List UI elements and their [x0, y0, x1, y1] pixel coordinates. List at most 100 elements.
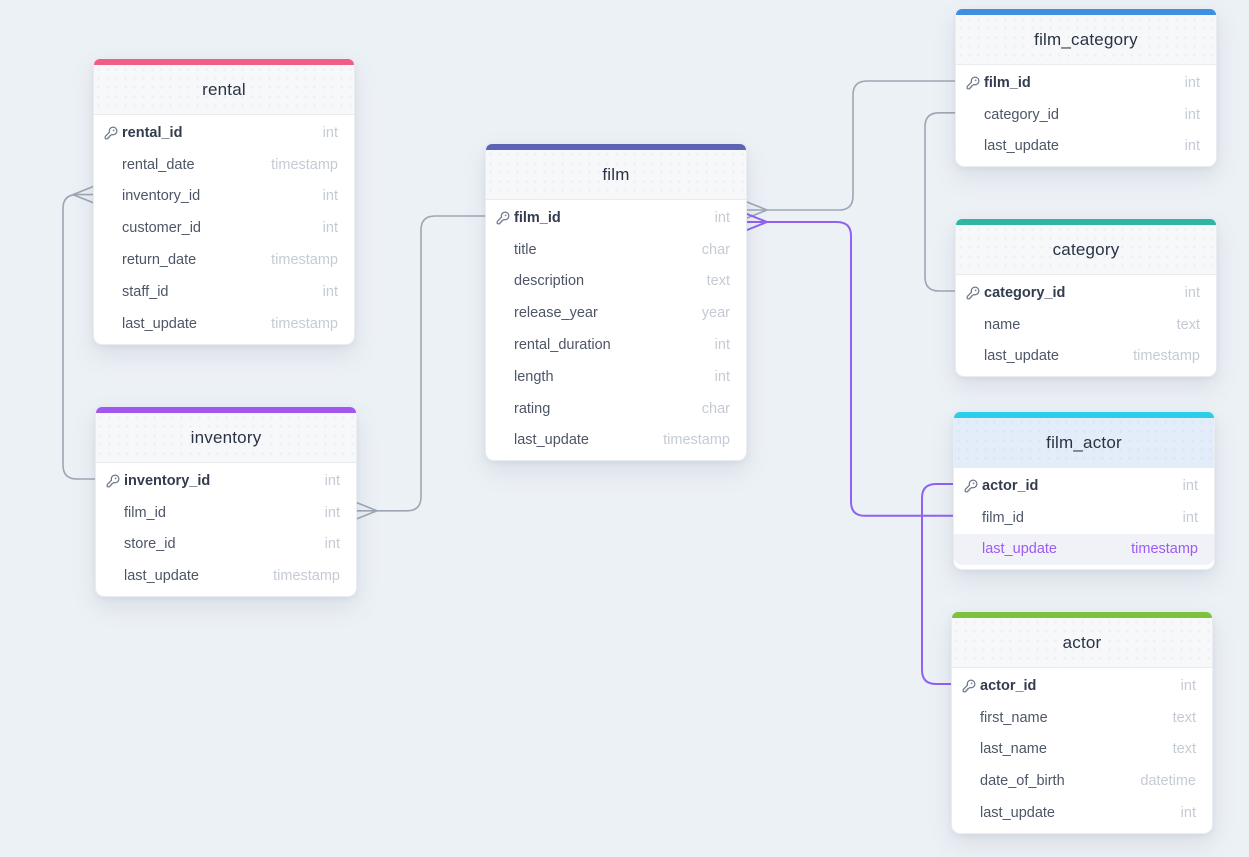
table-card-film_category[interactable]: film_category film_id int category_id int las…: [955, 8, 1217, 168]
table-title: rental: [202, 79, 246, 99]
field-type: int: [1184, 74, 1200, 91]
field-row-return_date[interactable]: return_date timestamp: [94, 244, 354, 276]
field-type: int: [324, 472, 340, 489]
table-header-film_category[interactable]: film_category: [956, 15, 1216, 65]
table-header-rental[interactable]: rental: [94, 65, 354, 115]
field-row-date_of_birth[interactable]: date_of_birth datetime: [952, 765, 1212, 797]
field-type: int: [1180, 677, 1196, 694]
field-rows: film_id int title char description text releas…: [486, 200, 746, 460]
field-name: inventory_id: [122, 188, 201, 205]
field-row-inventory_id[interactable]: inventory_id int: [94, 181, 354, 213]
field-rows: actor_id int first_name text last_name text da…: [952, 668, 1212, 833]
field-type: int: [714, 337, 730, 354]
field-type: int: [714, 209, 730, 226]
field-type: int: [322, 124, 338, 141]
field-row-film_id[interactable]: film_id int: [96, 497, 356, 529]
table-card-inventory[interactable]: inventory inventory_id int film_id int store_…: [95, 406, 357, 598]
table-card-film[interactable]: film film_id int title char description text re…: [485, 143, 747, 462]
field-type: year: [701, 305, 730, 322]
field-row-rental_date[interactable]: rental_date timestamp: [94, 149, 354, 181]
field-row-last_update[interactable]: last_update timestamp: [956, 341, 1216, 373]
field-name: actor_id: [980, 677, 1037, 694]
table-accent-bar: [94, 59, 354, 65]
field-name: last_name: [980, 741, 1047, 758]
field-type: int: [322, 188, 338, 205]
field-row-rental_duration[interactable]: rental_duration int: [486, 329, 746, 361]
field-row-category_id[interactable]: category_id int: [956, 277, 1216, 309]
field-rows: film_id int category_id int last_update int: [956, 65, 1216, 166]
table-card-category[interactable]: category category_id int name text last_updat…: [955, 218, 1217, 378]
table-title: film: [602, 164, 630, 184]
field-type: char: [701, 400, 730, 417]
field-type: text: [706, 273, 730, 290]
field-name: date_of_birth: [980, 773, 1065, 790]
table-title: actor: [1062, 632, 1102, 652]
field-row-release_year[interactable]: release_year year: [486, 297, 746, 329]
table-accent-bar: [96, 407, 356, 413]
table-card-actor[interactable]: actor actor_id int first_name text last_name t…: [951, 611, 1213, 834]
field-name: category_id: [984, 106, 1059, 123]
field-type: int: [1184, 284, 1200, 301]
field-row-actor_id[interactable]: actor_id int: [954, 470, 1214, 502]
field-row-rating[interactable]: rating char: [486, 393, 746, 425]
field-row-category_id[interactable]: category_id int: [956, 99, 1216, 131]
field-name: last_update: [984, 348, 1059, 365]
table-header-inventory[interactable]: inventory: [96, 413, 356, 463]
field-name: last_update: [980, 805, 1055, 822]
field-type: int: [1182, 477, 1198, 494]
field-name: first_name: [980, 709, 1048, 726]
field-row-last_name[interactable]: last_name text: [952, 734, 1212, 766]
field-row-customer_id[interactable]: customer_id int: [94, 212, 354, 244]
field-type: int: [1180, 805, 1196, 822]
field-row-inventory_id[interactable]: inventory_id int: [96, 465, 356, 497]
field-name: rating: [514, 400, 551, 417]
field-name: film_id: [124, 504, 166, 521]
field-rows: actor_id int film_id int last_update timestam…: [954, 468, 1214, 569]
field-row-store_id[interactable]: store_id int: [96, 529, 356, 561]
table-card-rental[interactable]: rental rental_id int rental_date timestamp in…: [93, 58, 355, 345]
primary-key-icon: [964, 479, 978, 493]
field-row-actor_id[interactable]: actor_id int: [952, 670, 1212, 702]
table-card-film_actor[interactable]: film_actor actor_id int film_id int last_upda…: [953, 411, 1215, 571]
field-name: rental_id: [122, 124, 183, 141]
field-row-last_update[interactable]: last_update timestamp: [954, 533, 1214, 566]
field-type: text: [1172, 709, 1196, 726]
field-row-last_update[interactable]: last_update int: [956, 131, 1216, 163]
field-name: film_id: [982, 509, 1024, 526]
field-type: timestamp: [271, 315, 338, 332]
field-name: release_year: [514, 305, 598, 322]
field-row-length[interactable]: length int: [486, 361, 746, 393]
field-name: rental_date: [122, 156, 195, 173]
table-header-category[interactable]: category: [956, 225, 1216, 275]
primary-key-icon: [104, 126, 118, 140]
field-row-description[interactable]: description text: [486, 266, 746, 298]
field-row-last_update[interactable]: last_update timestamp: [96, 560, 356, 592]
table-header-actor[interactable]: actor: [952, 618, 1212, 668]
field-name: last_update: [984, 138, 1059, 155]
field-row-film_id[interactable]: film_id int: [486, 202, 746, 234]
field-type: char: [701, 241, 730, 258]
field-row-film_id[interactable]: film_id int: [956, 67, 1216, 99]
field-row-last_update[interactable]: last_update int: [952, 797, 1212, 829]
table-accent-bar: [956, 219, 1216, 225]
table-header-film_actor[interactable]: film_actor: [954, 418, 1214, 468]
field-row-last_update[interactable]: last_update timestamp: [486, 425, 746, 457]
field-row-staff_id[interactable]: staff_id int: [94, 276, 354, 308]
field-row-film_id[interactable]: film_id int: [954, 502, 1214, 534]
table-header-film[interactable]: film: [486, 150, 746, 200]
field-row-first_name[interactable]: first_name text: [952, 702, 1212, 734]
field-row-name[interactable]: name text: [956, 309, 1216, 341]
field-row-title[interactable]: title char: [486, 234, 746, 266]
field-name: last_update: [122, 315, 197, 332]
table-accent-bar: [954, 412, 1214, 418]
field-name: last_update: [982, 541, 1057, 558]
table-title: film_category: [1034, 29, 1138, 49]
field-name: rental_duration: [514, 337, 611, 354]
field-row-rental_id[interactable]: rental_id int: [94, 117, 354, 149]
table-accent-bar: [486, 144, 746, 150]
field-row-last_update[interactable]: last_update timestamp: [94, 308, 354, 340]
field-name: category_id: [984, 284, 1066, 301]
field-type: datetime: [1140, 773, 1196, 790]
field-type: int: [322, 283, 338, 300]
